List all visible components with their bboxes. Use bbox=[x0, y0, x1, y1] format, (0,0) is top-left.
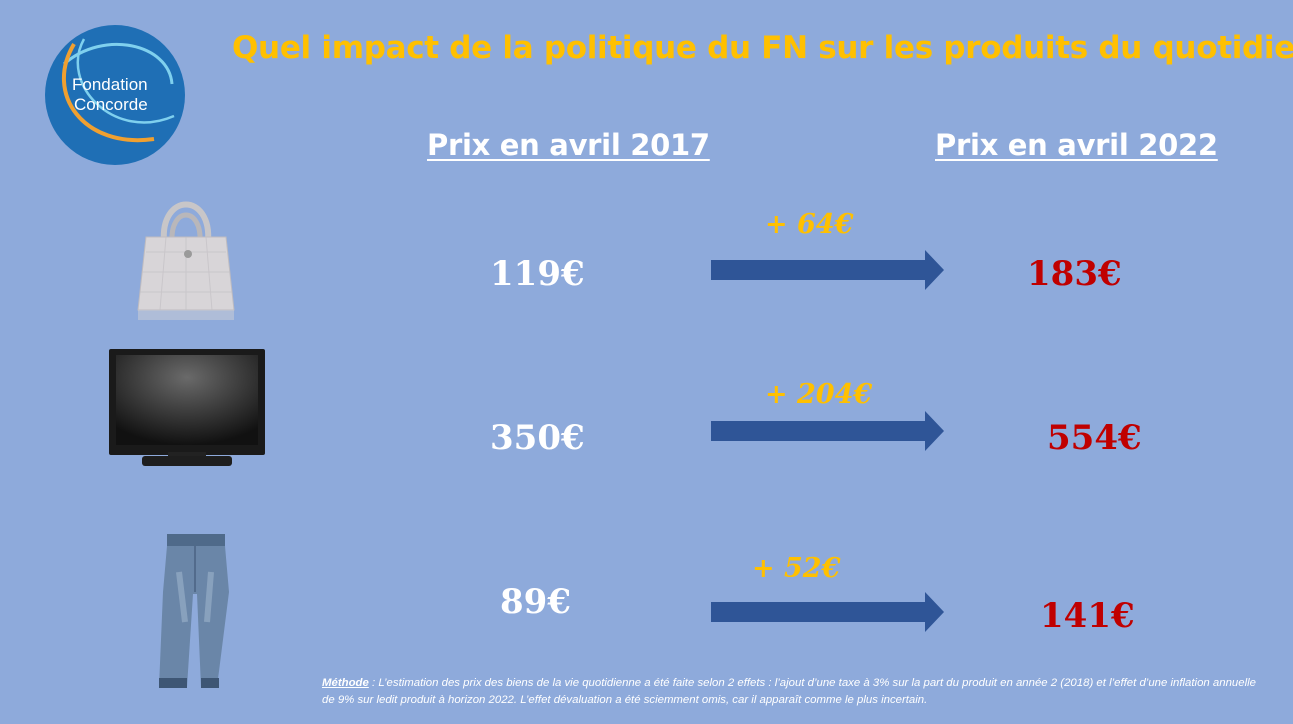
fondation-concorde-logo: Fondation Concorde bbox=[45, 25, 185, 165]
logo-line1: Fondation bbox=[72, 75, 148, 94]
handbag-icon bbox=[137, 201, 235, 320]
column-header-2022: Prix en avril 2022 bbox=[935, 128, 1218, 162]
price-2022-tv: 554€ bbox=[1047, 418, 1142, 458]
delta-tv: + 204€ bbox=[765, 379, 873, 410]
methodology-note: Méthode : L’estimation des prix des bien… bbox=[322, 675, 1262, 709]
arrow-icon bbox=[711, 411, 944, 451]
jeans-icon bbox=[159, 534, 229, 688]
methodology-label: Méthode bbox=[322, 677, 369, 689]
arrow-icon bbox=[711, 592, 944, 632]
column-header-2017: Prix en avril 2017 bbox=[427, 128, 710, 162]
price-2017-handbag: 119€ bbox=[490, 254, 585, 294]
price-2022-jeans: 141€ bbox=[1040, 596, 1135, 636]
price-2017-tv: 350€ bbox=[490, 418, 585, 458]
logo-line2: Concorde bbox=[74, 95, 148, 114]
arrow-icon bbox=[711, 250, 944, 290]
methodology-text: : L’estimation des prix des biens de la … bbox=[322, 677, 1256, 706]
price-2022-handbag: 183€ bbox=[1027, 254, 1122, 294]
price-2017-jeans: 89€ bbox=[500, 582, 571, 622]
delta-jeans: + 52€ bbox=[752, 553, 841, 584]
page-title: Quel impact de la politique du FN sur le… bbox=[232, 30, 1293, 66]
tv-icon bbox=[109, 349, 265, 466]
delta-handbag: + 64€ bbox=[765, 209, 854, 240]
